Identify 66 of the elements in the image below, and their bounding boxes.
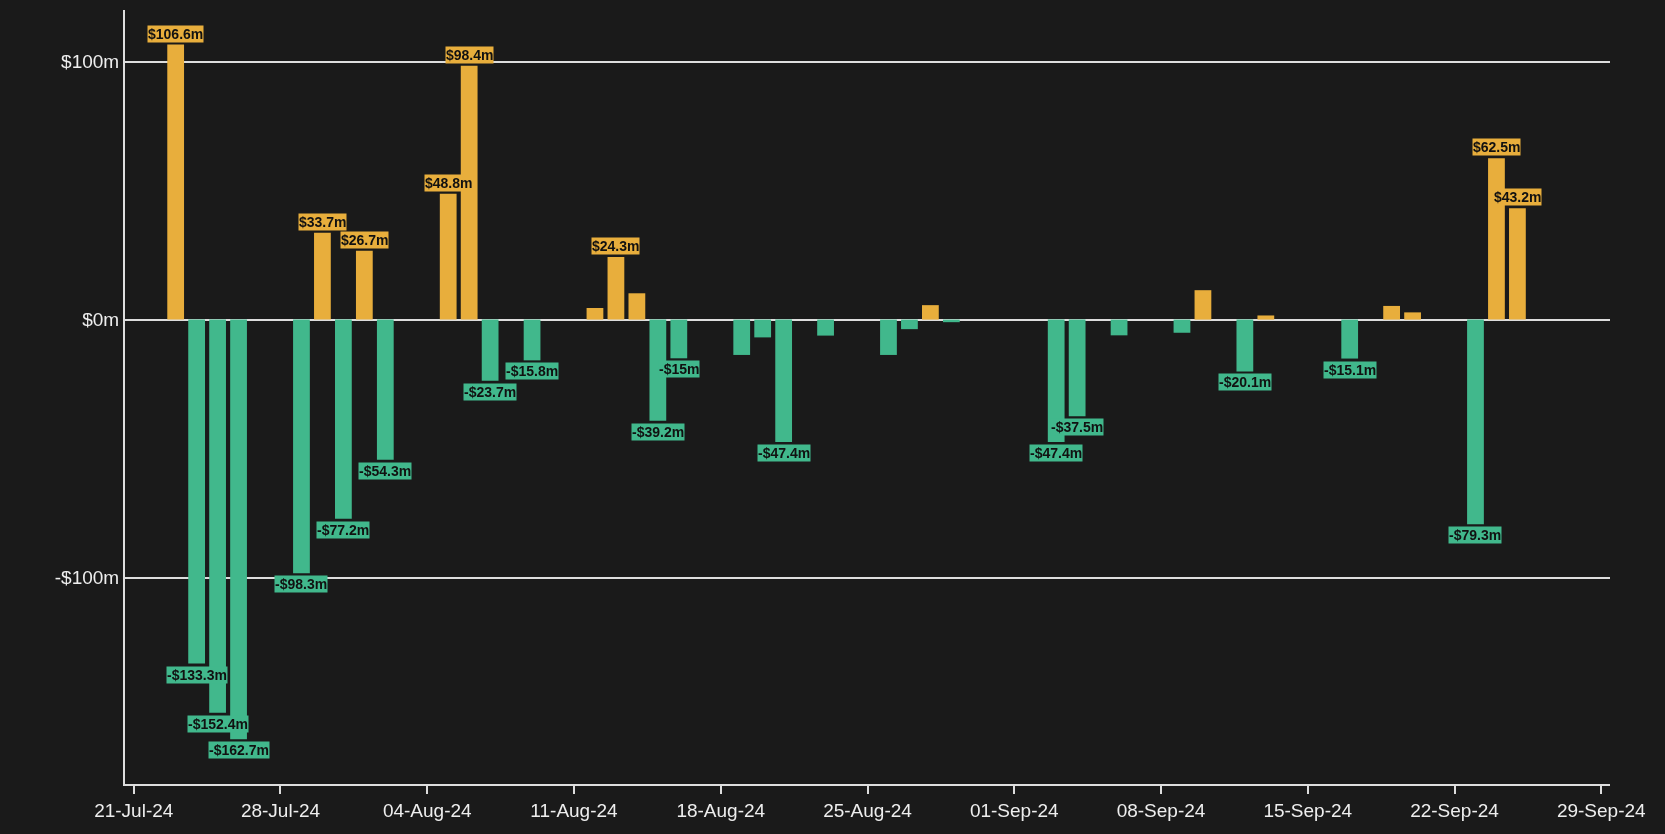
bar [1383, 305, 1400, 320]
x-tick-label: 11-Aug-24 [530, 799, 619, 821]
data-label: -$54.3m [359, 463, 412, 479]
bar [355, 250, 373, 320]
bar [335, 319, 352, 519]
data-label: $24.3m [592, 238, 640, 254]
bar [1236, 319, 1254, 372]
data-label: -$47.4m [758, 445, 811, 461]
data-label: $43.2m [1494, 189, 1542, 205]
bar [188, 319, 206, 664]
bar [1173, 319, 1191, 333]
bar [523, 319, 541, 361]
data-label: -$133.3m [167, 667, 227, 683]
bar [817, 319, 834, 336]
bar [1194, 290, 1212, 320]
bar [167, 44, 185, 320]
x-tick-label: 15-Sep-24 [1263, 799, 1353, 821]
data-label: -$37.5m [1051, 419, 1104, 435]
bar [586, 307, 604, 320]
bar [1467, 319, 1484, 525]
data-label: $98.4m [446, 47, 494, 63]
bar [293, 319, 310, 574]
x-tick-label: 01-Sep-24 [969, 799, 1060, 821]
x-tick-label: 04-Aug-24 [382, 799, 473, 821]
data-label: -$15.8m [506, 363, 559, 379]
data-label: -$79.3m [1449, 527, 1502, 543]
bar [922, 305, 939, 320]
y-tick-label: $0m [82, 309, 120, 331]
bar [775, 319, 793, 442]
data-label: -$23.7m [464, 384, 517, 400]
data-label: -$47.4m [1030, 445, 1083, 461]
data-label: -$39.2m [632, 424, 685, 440]
bar [481, 319, 499, 381]
bar [1110, 319, 1128, 336]
data-label: $48.8m [425, 175, 473, 191]
x-tick-label: 21-Jul-24 [94, 799, 174, 821]
bar [901, 319, 918, 330]
x-tick-label: 28-Jul-24 [240, 799, 321, 821]
bar [607, 256, 625, 320]
x-tick-label: 25-Aug-24 [823, 799, 913, 821]
y-tick-label: $100m [61, 51, 120, 73]
data-label: -$15.1m [1324, 362, 1377, 378]
x-tick-label: 22-Sep-24 [1410, 799, 1500, 821]
x-tick-label: 18-Aug-24 [676, 799, 766, 821]
data-label: $106.6m [148, 26, 204, 42]
x-tick-label: 08-Sep-24 [1116, 799, 1206, 821]
bar [733, 319, 751, 355]
data-label: $62.5m [1473, 139, 1521, 155]
data-label: $33.7m [299, 214, 347, 230]
data-label: -$152.4m [188, 716, 248, 732]
data-label: -$15m [659, 361, 700, 377]
bar [628, 293, 646, 320]
bar [314, 232, 331, 320]
x-tick-label: 29-Sep-24 [1556, 799, 1647, 821]
bar [754, 319, 772, 338]
data-label: -$162.7m [209, 742, 269, 758]
data-label: -$77.2m [317, 522, 370, 538]
data-label: -$98.3m [275, 576, 328, 592]
bar [1341, 319, 1359, 359]
data-label: $26.7m [341, 232, 389, 248]
bar [376, 319, 394, 460]
y-tick-label: -$100m [54, 567, 120, 589]
bar [1257, 315, 1275, 320]
bar [1404, 312, 1421, 320]
data-label: -$20.1m [1219, 374, 1272, 390]
bar [880, 319, 897, 355]
